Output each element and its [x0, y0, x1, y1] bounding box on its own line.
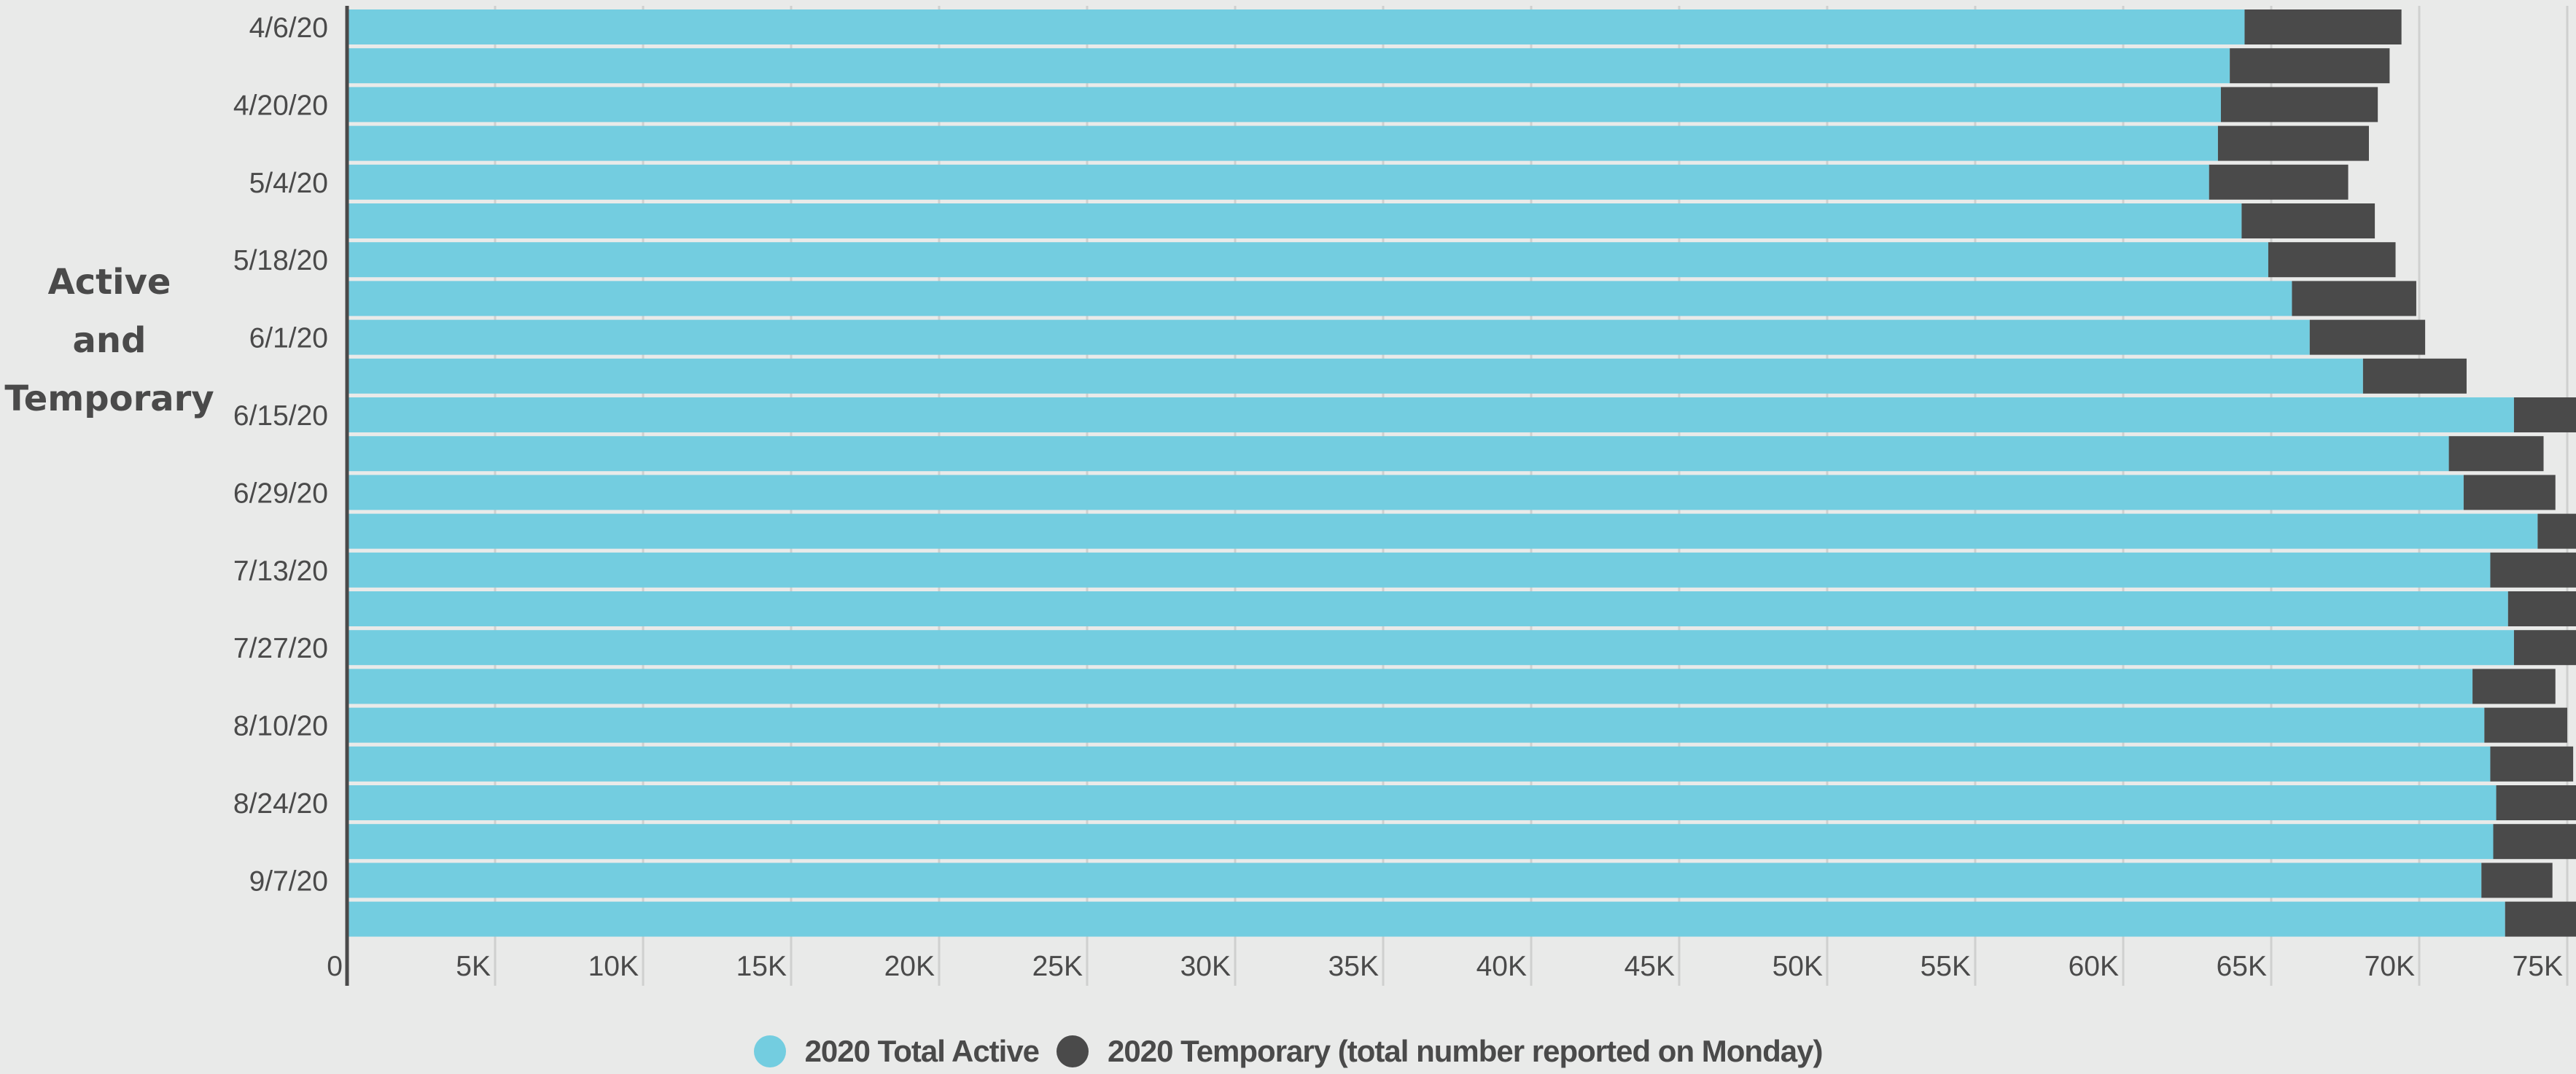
- category-label: 5/18/20: [233, 245, 328, 276]
- legend-swatch-temporary: [1057, 1035, 1089, 1067]
- x-tick-label: 45K: [1624, 951, 1675, 982]
- bar-total-active: [347, 707, 2485, 743]
- category-label: 7/27/20: [233, 633, 328, 664]
- x-tick-label: 60K: [2069, 951, 2119, 982]
- bar-temporary: [2230, 48, 2390, 84]
- x-tick-label: 35K: [1328, 951, 1379, 982]
- bar-temporary: [2507, 591, 2576, 626]
- category-label: 4/20/20: [233, 90, 328, 121]
- category-label: 4/6/20: [249, 12, 328, 44]
- bar-total-active: [347, 397, 2514, 432]
- y-axis-title-line: Active: [48, 262, 171, 303]
- bar-temporary: [2513, 630, 2576, 666]
- bar-total-active: [347, 475, 2464, 510]
- bar-total-active: [347, 785, 2497, 820]
- y-axis-title-line: and: [73, 320, 147, 361]
- bar-temporary: [2241, 203, 2375, 238]
- x-axis-ticks: 0 5K 10K 15K 20K 25K 30K 35K 40K 45K 50K 55K 60K 65K 7…: [327, 951, 2563, 982]
- y-axis-labels: 4/6/20 4/20/20 5/4/20 5/18/20 6/1/20 6/15/20 6…: [233, 12, 328, 897]
- bar-temporary: [2484, 707, 2567, 743]
- bar-temporary: [2505, 901, 2576, 937]
- category-label: 7/13/20: [233, 556, 328, 587]
- x-tick-label: 50K: [1773, 951, 1823, 982]
- bar-total-active: [347, 901, 2505, 937]
- bar-total-active: [347, 552, 2491, 588]
- bar-temporary: [2292, 281, 2416, 316]
- x-tick-label: 30K: [1180, 951, 1231, 982]
- bars: [347, 9, 2576, 937]
- x-tick-label: 40K: [1476, 951, 1527, 982]
- bar-total-active: [347, 436, 2449, 472]
- bar-total-active: [347, 319, 2310, 355]
- x-tick-label: 10K: [588, 951, 639, 982]
- x-tick-label: 25K: [1032, 951, 1083, 982]
- bar-total-active: [347, 513, 2538, 549]
- legend: 2020 Total Active 2020 Temporary (total …: [0, 1031, 2576, 1072]
- category-label: 6/29/20: [233, 478, 328, 509]
- bar-temporary: [2496, 785, 2576, 820]
- legend-item-temporary: 2020 Temporary (total number reported on…: [1057, 1034, 1823, 1069]
- legend-label-temporary: 2020 Temporary (total number reported on…: [1108, 1034, 1823, 1068]
- bar-total-active: [347, 824, 2494, 860]
- bar-temporary: [2448, 436, 2544, 472]
- bar-temporary: [2537, 513, 2576, 549]
- bar-temporary: [2244, 9, 2402, 44]
- bar-temporary: [2481, 863, 2553, 898]
- category-label: 8/10/20: [233, 711, 328, 742]
- bar-total-active: [347, 48, 2230, 84]
- x-tick-label: 75K: [2513, 951, 2563, 982]
- legend-label-total-active: 2020 Total Active: [804, 1034, 1040, 1068]
- bar-temporary: [2513, 397, 2576, 432]
- y-axis-title: Active and Temporary: [4, 262, 214, 419]
- bar-total-active: [347, 669, 2473, 704]
- bar-total-active: [347, 125, 2218, 161]
- bar-temporary: [2490, 746, 2574, 782]
- bar-temporary: [2309, 319, 2426, 355]
- bar-temporary: [2217, 125, 2369, 161]
- bar-total-active: [347, 164, 2209, 200]
- bar-chart: 4/6/20 4/20/20 5/4/20 5/18/20 6/1/20 6/15/20 6…: [4, 6, 2576, 986]
- bar-temporary: [2472, 669, 2556, 704]
- bar-temporary: [2268, 242, 2396, 278]
- category-label: 8/24/20: [233, 788, 328, 820]
- bar-total-active: [347, 591, 2508, 626]
- x-tick-label: 15K: [736, 951, 787, 982]
- x-tick-label: 55K: [1921, 951, 1971, 982]
- bar-total-active: [347, 242, 2268, 278]
- category-label: 6/15/20: [233, 400, 328, 432]
- x-tick-label: 70K: [2365, 951, 2415, 982]
- category-label: 9/7/20: [249, 865, 328, 897]
- bar-temporary: [2490, 552, 2576, 588]
- bar-total-active: [347, 746, 2491, 782]
- category-label: 5/4/20: [249, 168, 328, 199]
- bar-total-active: [347, 630, 2514, 666]
- bar-total-active: [347, 9, 2245, 44]
- bar-total-active: [347, 358, 2363, 394]
- category-label: 6/1/20: [249, 323, 328, 354]
- x-tick-label: 65K: [2217, 951, 2267, 982]
- bar-temporary: [2362, 358, 2467, 394]
- bar-temporary: [2209, 164, 2349, 200]
- bar-total-active: [347, 87, 2221, 122]
- bar-total-active: [347, 203, 2242, 238]
- bar-total-active: [347, 863, 2482, 898]
- x-tick-label: 20K: [884, 951, 935, 982]
- y-axis-title-line: Temporary: [4, 378, 214, 419]
- bar-temporary: [2493, 824, 2576, 860]
- bar-total-active: [347, 281, 2292, 316]
- legend-item-total-active: 2020 Total Active: [753, 1034, 1040, 1069]
- x-tick-label: 5K: [456, 951, 491, 982]
- legend-swatch-total-active: [753, 1035, 786, 1067]
- bar-temporary: [2463, 475, 2556, 510]
- x-tick-label: 0: [327, 951, 343, 982]
- bar-temporary: [2220, 87, 2378, 122]
